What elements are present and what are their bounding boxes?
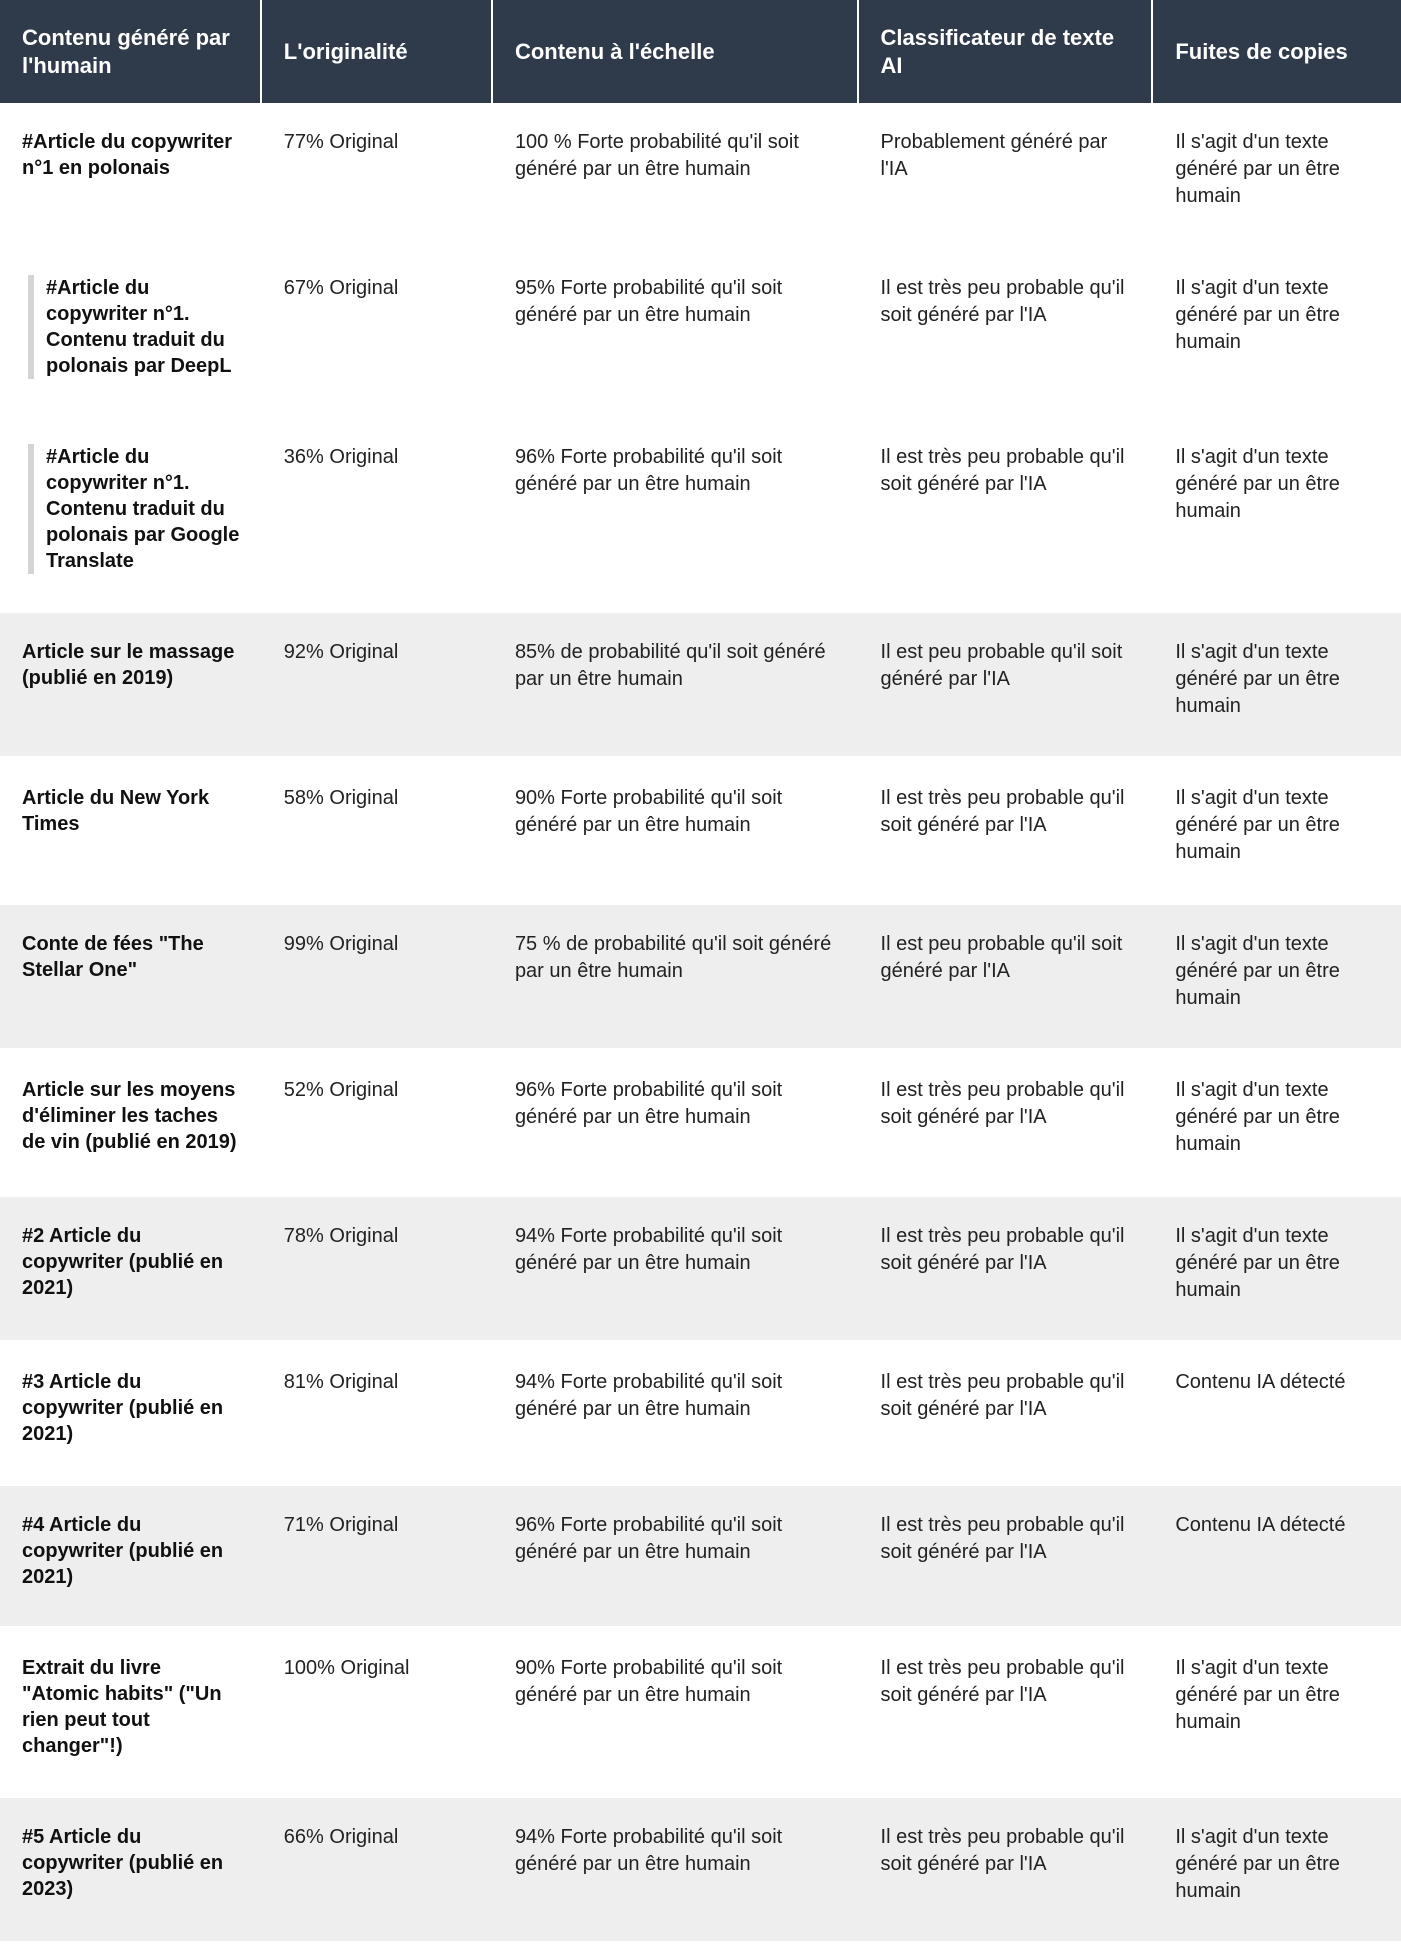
col-header-originality: L'originalité xyxy=(262,0,493,103)
cell-scale: 85% de probabilité qu'il soit généré par… xyxy=(493,613,859,759)
cell-scale: 96% Forte probabilité qu'il soit généré … xyxy=(493,418,859,613)
cell-copyleaks: Il s'agit d'un texte généré par un être … xyxy=(1153,759,1401,905)
cell-copyleaks: Il s'agit d'un texte généré par un être … xyxy=(1153,1197,1401,1343)
cell-classifier: Il est très peu probable qu'il soit géné… xyxy=(859,418,1154,613)
cell-classifier: Il est très peu probable qu'il soit géné… xyxy=(859,249,1154,418)
table-row: #Article du copywriter n°1. Contenu trad… xyxy=(0,249,1401,418)
cell-classifier: Il est très peu probable qu'il soit géné… xyxy=(859,1629,1154,1798)
table-row: #2 Article du copywriter (publié en 2021… xyxy=(0,1197,1401,1343)
cell-copyleaks: Contenu IA détecté xyxy=(1153,1486,1401,1629)
cell-copyleaks: Il s'agit d'un texte généré par un être … xyxy=(1153,1051,1401,1197)
cell-originality: 52% Original xyxy=(262,1051,493,1197)
content-label: Article du New York Times xyxy=(22,785,240,837)
cell-scale: 96% Forte probabilité qu'il soit généré … xyxy=(493,1486,859,1629)
cell-content: Article sur les moyens d'éliminer les ta… xyxy=(0,1051,262,1197)
content-label: Article sur le massage (publié en 2019) xyxy=(22,639,240,691)
cell-classifier: Il est très peu probable qu'il soit géné… xyxy=(859,759,1154,905)
table-row: Article sur le massage (publié en 2019) 9… xyxy=(0,613,1401,759)
table-row: Extrait du livre "Atomic habits" ("Un ri… xyxy=(0,1629,1401,1798)
col-header-content: Contenu généré par l'humain xyxy=(0,0,262,103)
content-label: Extrait du livre "Atomic habits" ("Un ri… xyxy=(22,1655,240,1759)
cell-classifier: Il est très peu probable qu'il soit géné… xyxy=(859,1798,1154,1944)
cell-content: #5 Article du copywriter (publié en 2023… xyxy=(0,1798,262,1944)
cell-classifier: Il est peu probable qu'il soit généré pa… xyxy=(859,905,1154,1051)
table-body: #Article du copywriter n°1 en polonais 77… xyxy=(0,103,1401,1944)
table-row: Article sur les moyens d'éliminer les ta… xyxy=(0,1051,1401,1197)
cell-originality: 92% Original xyxy=(262,613,493,759)
cell-copyleaks: Il s'agit d'un texte généré par un être … xyxy=(1153,249,1401,418)
cell-classifier: Probablement généré par l'IA xyxy=(859,103,1154,249)
cell-originality: 36% Original xyxy=(262,418,493,613)
content-label: #4 Article du copywriter (publié en 2021… xyxy=(22,1512,240,1590)
content-label: Article sur les moyens d'éliminer les ta… xyxy=(22,1077,240,1155)
cell-originality: 78% Original xyxy=(262,1197,493,1343)
col-header-classifier: Classificateur de texte AI xyxy=(859,0,1154,103)
table-row: #Article du copywriter n°1 en polonais 77… xyxy=(0,103,1401,249)
cell-scale: 90% Forte probabilité qu'il soit généré … xyxy=(493,759,859,905)
cell-content: #Article du copywriter n°1 en polonais xyxy=(0,103,262,249)
cell-originality: 99% Original xyxy=(262,905,493,1051)
cell-copyleaks: Contenu IA détecté xyxy=(1153,1343,1401,1486)
cell-scale: 94% Forte probabilité qu'il soit généré … xyxy=(493,1343,859,1486)
cell-classifier: Il est très peu probable qu'il soit géné… xyxy=(859,1486,1154,1629)
comparison-table: Contenu généré par l'humain L'originalit… xyxy=(0,0,1401,1944)
cell-originality: 77% Original xyxy=(262,103,493,249)
cell-scale: 95% Forte probabilité qu'il soit généré … xyxy=(493,249,859,418)
content-label: Conte de fées "The Stellar One" xyxy=(22,931,240,983)
cell-content: #4 Article du copywriter (publié en 2021… xyxy=(0,1486,262,1629)
comparison-table-wrapper: Contenu généré par l'humain L'originalit… xyxy=(0,0,1401,1944)
cell-originality: 58% Original xyxy=(262,759,493,905)
cell-originality: 71% Original xyxy=(262,1486,493,1629)
cell-scale: 90% Forte probabilité qu'il soit généré … xyxy=(493,1629,859,1798)
cell-content: Extrait du livre "Atomic habits" ("Un ri… xyxy=(0,1629,262,1798)
cell-copyleaks: Il s'agit d'un texte généré par un être … xyxy=(1153,1798,1401,1944)
cell-copyleaks: Il s'agit d'un texte généré par un être … xyxy=(1153,418,1401,613)
cell-classifier: Il est très peu probable qu'il soit géné… xyxy=(859,1343,1154,1486)
cell-copyleaks: Il s'agit d'un texte généré par un être … xyxy=(1153,1629,1401,1798)
cell-content: #2 Article du copywriter (publié en 2021… xyxy=(0,1197,262,1343)
cell-content: Article du New York Times xyxy=(0,759,262,905)
cell-scale: 96% Forte probabilité qu'il soit généré … xyxy=(493,1051,859,1197)
cell-classifier: Il est peu probable qu'il soit généré pa… xyxy=(859,613,1154,759)
cell-content: #3 Article du copywriter (publié en 2021… xyxy=(0,1343,262,1486)
cell-originality: 66% Original xyxy=(262,1798,493,1944)
cell-scale: 100 % Forte probabilité qu'il soit génér… xyxy=(493,103,859,249)
cell-content: Article sur le massage (publié en 2019) xyxy=(0,613,262,759)
cell-content: #Article du copywriter n°1. Contenu trad… xyxy=(0,249,262,418)
cell-originality: 81% Original xyxy=(262,1343,493,1486)
table-header: Contenu généré par l'humain L'originalit… xyxy=(0,0,1401,103)
table-row: #5 Article du copywriter (publié en 2023… xyxy=(0,1798,1401,1944)
cell-scale: 94% Forte probabilité qu'il soit généré … xyxy=(493,1798,859,1944)
cell-scale: 75 % de probabilité qu'il soit généré pa… xyxy=(493,905,859,1051)
col-header-copyleaks: Fuites de copies xyxy=(1153,0,1401,103)
table-row: #4 Article du copywriter (publié en 2021… xyxy=(0,1486,1401,1629)
content-label: #Article du copywriter n°1. Contenu trad… xyxy=(28,444,240,574)
cell-content: Conte de fées "The Stellar One" xyxy=(0,905,262,1051)
table-row: #3 Article du copywriter (publié en 2021… xyxy=(0,1343,1401,1486)
table-row: Article du New York Times 58% Original90%… xyxy=(0,759,1401,905)
cell-originality: 100% Original xyxy=(262,1629,493,1798)
table-row: #Article du copywriter n°1. Contenu trad… xyxy=(0,418,1401,613)
table-row: Conte de fées "The Stellar One" 99% Origi… xyxy=(0,905,1401,1051)
cell-copyleaks: Il s'agit d'un texte généré par un être … xyxy=(1153,613,1401,759)
cell-copyleaks: Il s'agit d'un texte généré par un être … xyxy=(1153,905,1401,1051)
cell-classifier: Il est très peu probable qu'il soit géné… xyxy=(859,1051,1154,1197)
content-label: #2 Article du copywriter (publié en 2021… xyxy=(22,1223,240,1301)
cell-copyleaks: Il s'agit d'un texte généré par un être … xyxy=(1153,103,1401,249)
cell-classifier: Il est très peu probable qu'il soit géné… xyxy=(859,1197,1154,1343)
cell-scale: 94% Forte probabilité qu'il soit généré … xyxy=(493,1197,859,1343)
content-label: #Article du copywriter n°1. Contenu trad… xyxy=(28,275,240,379)
content-label: #3 Article du copywriter (publié en 2021… xyxy=(22,1369,240,1447)
content-label: #5 Article du copywriter (publié en 2023… xyxy=(22,1824,240,1902)
col-header-scale: Contenu à l'échelle xyxy=(493,0,859,103)
content-label: #Article du copywriter n°1 en polonais xyxy=(22,129,240,181)
cell-content: #Article du copywriter n°1. Contenu trad… xyxy=(0,418,262,613)
cell-originality: 67% Original xyxy=(262,249,493,418)
